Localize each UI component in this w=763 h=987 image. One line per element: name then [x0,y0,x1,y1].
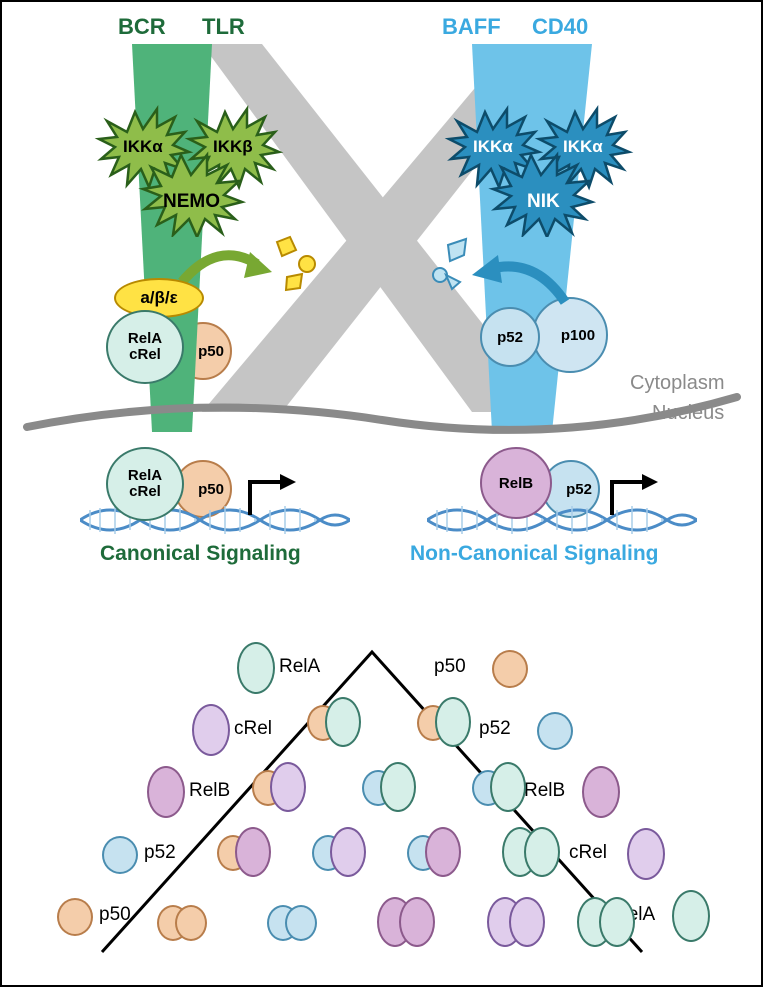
protein-oval [192,704,230,756]
legend-label: cRel [569,842,607,864]
legend-label: p50 [99,904,131,926]
svg-text:IKKα: IKKα [473,137,513,156]
right-starburst-group: IKKα IKKα NIK [427,97,637,237]
svg-text:NEMO: NEMO [163,191,220,212]
rela-crel-cyto: RelA cRel [106,310,184,384]
protein-oval [147,766,185,818]
rela-crel-nucleus: RelA cRel [106,447,184,521]
cytoplasm-label: Cytoplasm [630,372,724,395]
protein-oval [672,890,710,942]
protein-oval [599,897,635,947]
legend-label: RelB [524,780,565,802]
right-processing-arrow [410,227,590,347]
legend-label: RelB [189,780,230,802]
relb-nucleus: RelB [480,447,552,519]
protein-oval [537,712,573,750]
protein-oval [325,697,361,747]
legend-label: p52 [479,718,511,740]
protein-oval [235,827,271,877]
protein-oval [509,897,545,947]
protein-oval [102,836,138,874]
protein-oval [380,762,416,812]
svg-text:NIK: NIK [527,191,560,212]
tx-arrow-right [602,470,662,520]
protein-oval [425,827,461,877]
nfkb-signaling-diagram: BCR TLR BAFF CD40 IKKα IKKβ NEMO IKKα IK… [0,0,763,987]
protein-oval [490,762,526,812]
legend-label: cRel [234,718,272,740]
protein-oval [435,697,471,747]
left-degradation-arrow [162,222,342,332]
protein-oval [399,897,435,947]
svg-text:IKKα: IKKα [563,137,603,156]
svg-text:IKKα: IKKα [123,137,163,156]
canonical-label: Canonical Signaling [100,542,301,566]
noncanonical-label: Non-Canonical Signaling [410,542,659,566]
protein-oval [524,827,560,877]
tx-arrow-left [240,470,300,520]
protein-oval [270,762,306,812]
protein-oval [237,642,275,694]
protein-oval [57,898,93,936]
nucleus-label: Nucleus [652,402,724,425]
svg-text:IKKβ: IKKβ [213,137,253,156]
legend-label: RelA [279,656,320,678]
protein-oval [582,766,620,818]
protein-oval [175,905,207,941]
protein-oval [285,905,317,941]
protein-oval [492,650,528,688]
protein-oval [330,827,366,877]
legend-label: p52 [144,842,176,864]
protein-oval [627,828,665,880]
left-starburst-group: IKKα IKKβ NEMO [77,97,287,237]
legend-label: p50 [434,656,466,678]
